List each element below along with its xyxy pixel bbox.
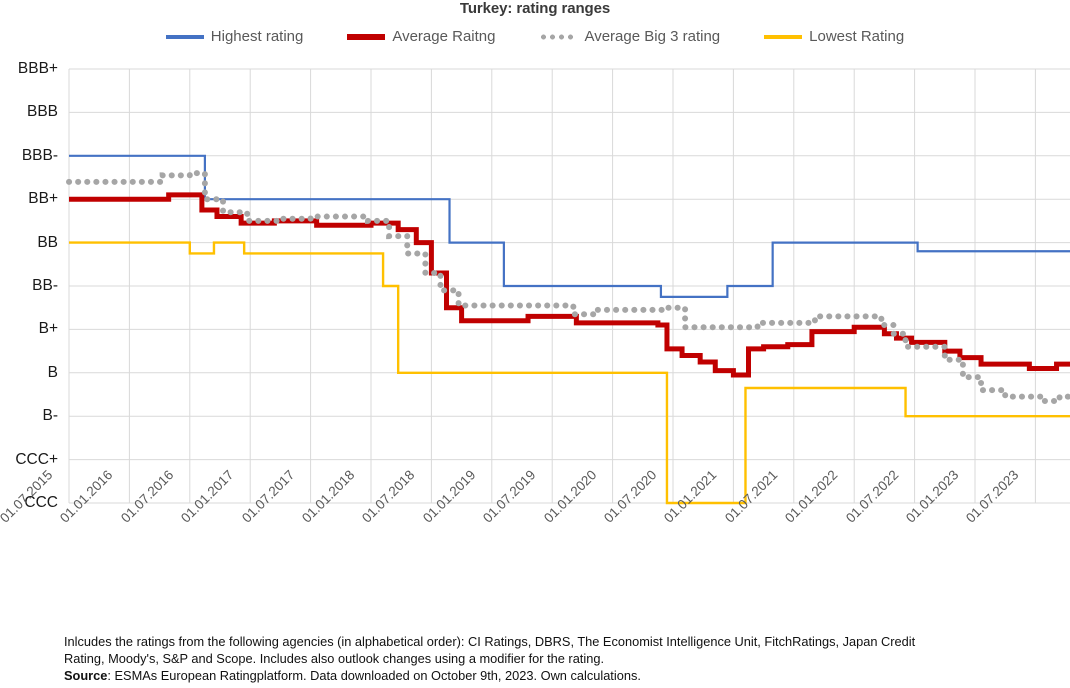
- series-line-highest-rating: [69, 154, 1070, 298]
- legend-swatch-icon: [347, 33, 386, 40]
- y-axis-tick-label: B+: [38, 320, 58, 338]
- legend-item-label: Average Big 3 rating: [584, 28, 721, 45]
- y-axis-tick-label: BB: [37, 233, 58, 251]
- source-label: Source: [64, 668, 108, 684]
- legend-swatch-icon: [539, 33, 578, 40]
- y-axis-tick-label: CCC: [24, 494, 58, 511]
- chart-legend: Highest rating Average Raitng Average Big …: [0, 28, 1070, 45]
- legend-item-label: Lowest Rating: [809, 28, 905, 45]
- legend-item[interactable]: Highest rating: [165, 28, 304, 45]
- page-title: Turkey: rating ranges: [459, 0, 611, 17]
- legend-item[interactable]: Average Raitng: [347, 28, 495, 45]
- series-line-lowest-rating: [69, 241, 1070, 505]
- y-axis-tick-label: B-: [42, 407, 59, 425]
- y-axis-tick-label: CCC+: [15, 450, 58, 468]
- y-axis-tick-label: BBB-: [21, 146, 58, 164]
- footnote: Inlcudes the ratings from the following …: [64, 633, 1064, 684]
- y-axis-tick-label: BBB: [26, 103, 58, 121]
- source-text: : ESMAs European Ratingplatform. Data do…: [107, 668, 641, 684]
- y-axis-tick-label: BB-: [32, 277, 58, 294]
- y-axis-tick-label: B: [47, 363, 58, 381]
- plot-area: [66, 68, 1070, 505]
- footnote-line-2: Rating, Moody's, S&P and Scope. Includes…: [64, 651, 604, 667]
- series-line-average-rating: [69, 192, 1070, 378]
- series-line-average-big3: [66, 170, 1070, 405]
- legend-item-label: Highest rating: [210, 28, 304, 45]
- footnote-source: Source: ESMAs European Ratingplatform. D…: [64, 667, 1064, 684]
- legend-swatch-icon: [764, 34, 803, 39]
- y-axis-tick-label: BB+: [28, 190, 58, 208]
- y-axis-tick-label: BBB+: [17, 60, 58, 77]
- legend-item[interactable]: Lowest Rating: [764, 28, 904, 45]
- footnote-line-1: Inlcudes the ratings from the following …: [64, 634, 916, 649]
- legend-item[interactable]: Average Big 3 rating: [539, 28, 720, 45]
- legend-item-label: Average Raitng: [392, 28, 496, 45]
- legend-swatch-icon: [165, 34, 204, 39]
